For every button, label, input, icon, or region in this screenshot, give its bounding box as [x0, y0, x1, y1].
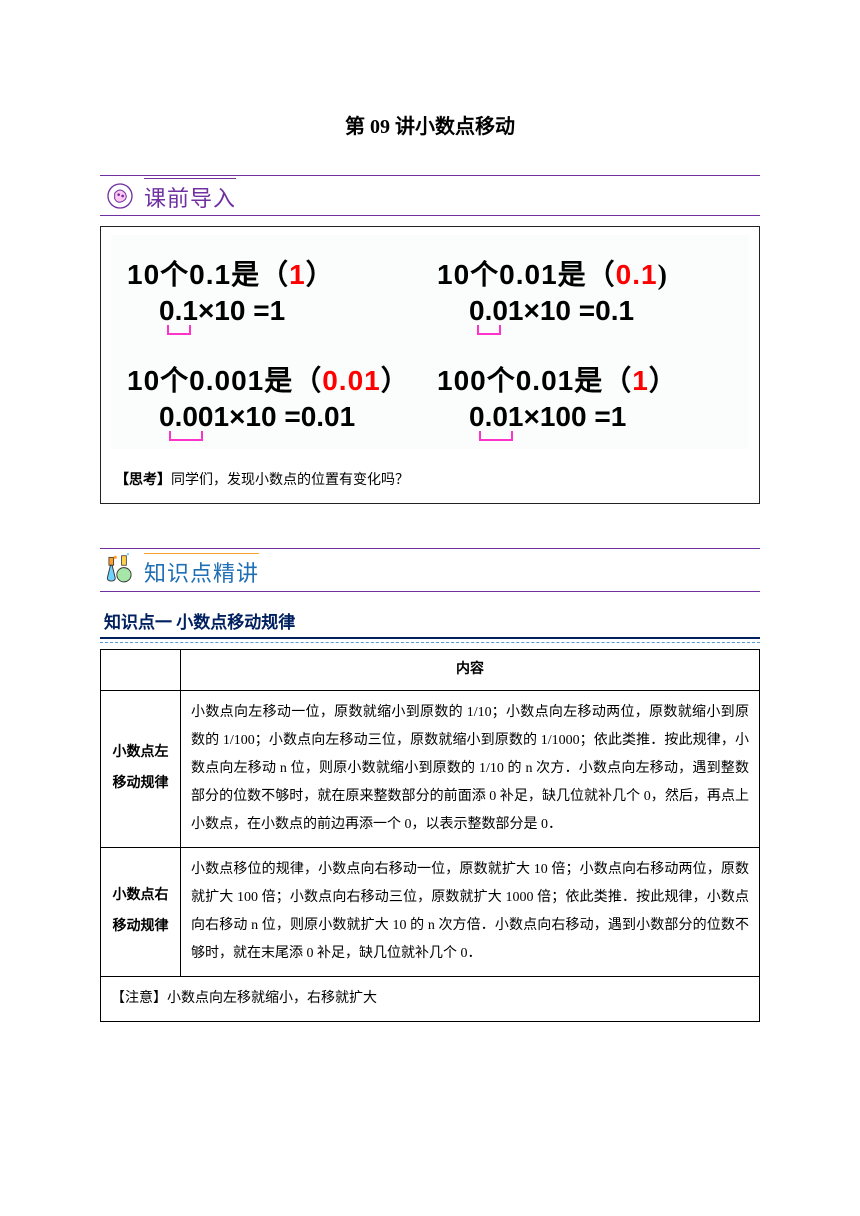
rule-body: 小数点向左移动一位，原数就缩小到原数的 1/10；小数点向左移动两位，原数就缩小… [181, 691, 760, 848]
rules-table: 内容 小数点左移动规律小数点向左移动一位，原数就缩小到原数的 1/10；小数点向… [100, 649, 760, 1022]
think-text: 同学们，发现小数点的位置有变化吗？ [171, 473, 409, 488]
table-note: 【注意】小数点向左移就缩小，右移就扩大 [101, 977, 760, 1022]
table-header-content: 内容 [181, 650, 760, 691]
rule-side-label: 小数点右移动规律 [101, 848, 181, 977]
table-header-blank [101, 650, 181, 691]
intro-box: 10个0.1是（1）0.1×10 =110个0.01是（0.1)0.01×10 … [100, 226, 760, 504]
page-title: 第 09 讲小数点移动 [100, 110, 760, 139]
knowledge-point-heading: 知识点一 小数点移动规律 [100, 608, 760, 639]
intro-cell: 10个0.001是（0.01）0.001×10 =0.01 [127, 359, 423, 433]
intro-cell: 10个0.1是（1）0.1×10 =1 [127, 253, 423, 327]
rule-body: 小数点移位的规律，小数点向右移动一位，原数就扩大 10 倍；小数点向右移动两位，… [181, 848, 760, 977]
section-knowledge-header: 知识点精讲 [100, 548, 760, 592]
think-label: 【思考】 [115, 473, 171, 488]
table-row: 小数点右移动规律小数点移位的规律，小数点向右移动一位，原数就扩大 10 倍；小数… [101, 848, 760, 977]
section-intro-label: 课前导入 [144, 181, 236, 213]
section-knowledge-label: 知识点精讲 [144, 556, 259, 588]
section-intro-header: 课前导入 [100, 175, 760, 216]
rule-side-label: 小数点左移动规律 [101, 691, 181, 848]
intro-cell: 100个0.01是（1）0.01×100 =1 [437, 359, 733, 433]
table-row: 小数点左移动规律小数点向左移动一位，原数就缩小到原数的 1/10；小数点向左移动… [101, 691, 760, 848]
think-prompt: 【思考】同学们，发现小数点的位置有变化吗？ [111, 469, 749, 489]
brain-icon [100, 180, 140, 212]
intro-cell: 10个0.01是（0.1)0.01×10 =0.1 [437, 253, 733, 327]
flask-icon [100, 551, 140, 589]
intro-examples: 10个0.1是（1）0.1×10 =110个0.01是（0.1)0.01×10 … [111, 235, 749, 449]
